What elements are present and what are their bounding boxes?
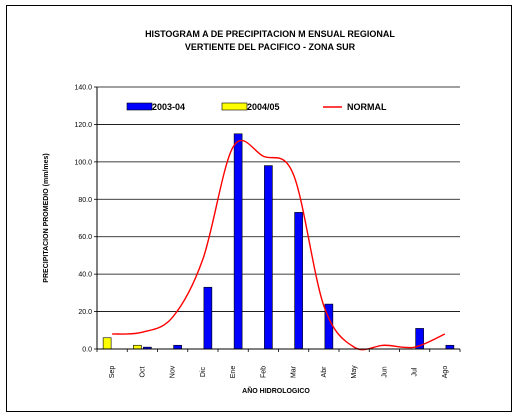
chart-title-line-1: HISTOGRAM A DE PRECIPITACION M ENSUAL RE… [145, 29, 395, 39]
y-tick-label: 40.0 [78, 272, 92, 279]
normal-line-series [112, 139, 446, 351]
x-tick-label-Mar: Mar [291, 365, 298, 378]
bars [102, 133, 455, 350]
y-tick-label: 0.0 [82, 347, 92, 354]
legend-label-NORMAL: NORMAL [347, 102, 387, 112]
y-tick-label: 80.0 [78, 197, 92, 204]
y-tick-labels: 0.0 20.0 40.0 60.0 80.0 100.0 120.0 140.0 [74, 85, 92, 354]
y-tick-label: 60.0 [78, 234, 92, 241]
x-tick-labels: Sep Oct Nov Dic Ene Feb Mar Abr May Jun Jul Ago [109, 365, 449, 379]
y-tick-label: 120.0 [74, 122, 92, 129]
bar-2003-04-Ago [445, 344, 455, 350]
bar-2004/05-Oct [133, 344, 142, 350]
y-tick-label: 140.0 [74, 85, 92, 92]
bar-2003-04-Ene [233, 133, 243, 350]
normal-line [112, 139, 446, 351]
axes [94, 86, 461, 352]
chart-frame [6, 5, 512, 412]
legend: 2003-04 2004/05 NORMAL [126, 102, 387, 112]
x-tick-label-Dic: Dic [200, 366, 207, 377]
x-tick-label-Sep: Sep [109, 366, 116, 379]
x-tick-label-Jul: Jul [412, 367, 419, 376]
gridlines [97, 86, 460, 312]
x-tick-label-Oct: Oct [139, 367, 146, 378]
bar-2003-04-Dic [203, 286, 213, 350]
chart-title-line-2: VERTIENTE DEL PACIFICO - ZONA SUR [185, 42, 356, 52]
x-tick-label-Feb: Feb [260, 366, 267, 378]
x-tick-label-May: May [351, 365, 358, 379]
x-tick-label-Jun: Jun [381, 366, 388, 377]
x-tick-label-Ago: Ago [442, 366, 449, 379]
legend-label-2003-04: 2003-04 [152, 102, 185, 112]
y-tick-label: 100.0 [74, 159, 92, 166]
x-tick-label-Ene: Ene [230, 366, 237, 379]
y-tick-label: 20.0 [78, 309, 92, 316]
bar-2003-04-Nov [173, 344, 182, 350]
x-tick-label-Nov: Nov [170, 365, 177, 378]
y-axis-label: PRECIPITACION PROMEDIO (mm/mes) [43, 153, 50, 282]
bar-2004/05-Sep [102, 337, 112, 350]
bar-2003-04-Mar [294, 212, 303, 350]
bar-2003-04-Feb [264, 165, 273, 350]
legend-label-2004/05: 2004/05 [247, 102, 280, 112]
x-tick-label-Abr: Abr [321, 366, 328, 378]
legend-swatch-2004/05 [221, 102, 248, 111]
legend-swatch-2003-04 [126, 102, 153, 111]
x-axis-label: AÑO HIDROLOGICO [242, 386, 310, 395]
